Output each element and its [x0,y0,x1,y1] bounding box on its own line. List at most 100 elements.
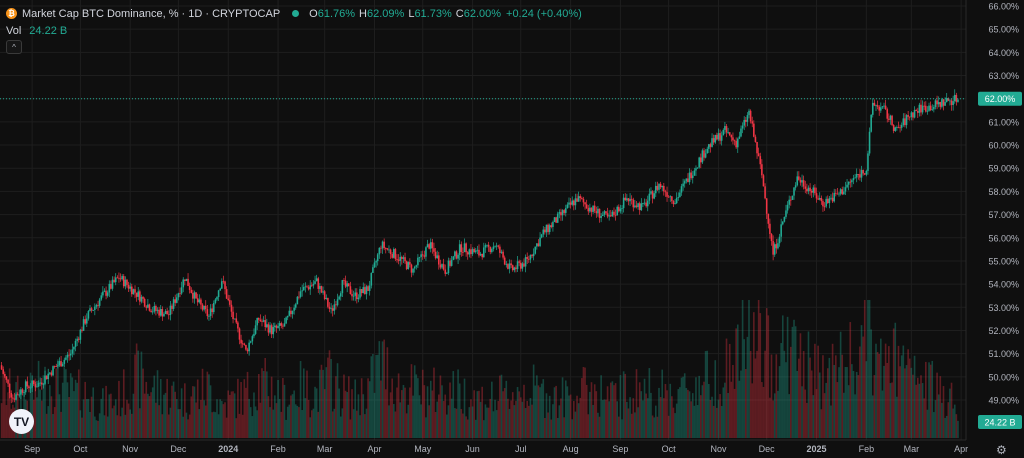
candle-body [129,286,131,289]
collapse-legend-button[interactable]: ^ [6,40,22,54]
volume-bar [142,368,144,438]
volume-bar [691,393,694,438]
volume-bar [158,405,160,438]
candle-body [807,187,810,192]
volume-bar [222,404,225,438]
candle-body [865,170,868,175]
y-tick-label: 51.00% [988,349,1019,359]
volume-bar [754,358,757,438]
candle-body [425,247,427,257]
candle-body [237,322,239,329]
candle-body [921,105,924,113]
candle-body [465,243,467,253]
volume-bar [237,378,239,438]
candle-body [478,249,480,256]
volume-bar [757,300,760,438]
volume-bar [539,387,541,438]
volume-bar [359,415,361,438]
volume-bar [307,399,310,438]
gear-icon[interactable]: ⚙ [996,443,1007,457]
volume-bar [765,308,768,438]
tradingview-logo[interactable]: TV [9,409,34,434]
volume-bar [672,407,675,438]
candle-body [278,323,281,327]
candle-body [127,284,130,289]
volume-bar [417,378,419,438]
candle-body [307,287,310,290]
candle-body [121,276,123,280]
volume-bar [97,420,99,438]
candle-body [955,94,958,102]
market-status-dot-icon[interactable] [292,10,300,17]
volume-bar [249,407,252,438]
volume-bar [29,372,32,438]
candle-body [114,277,117,283]
candle-body [566,204,569,209]
volume-bar [603,399,606,438]
volume-bar [426,386,429,438]
x-tick-label: 2024 [218,444,238,454]
candle-body [380,247,382,249]
volume-bar [735,328,737,438]
candle-body [544,229,546,233]
volume-bar [415,374,418,438]
candle-body [732,137,734,141]
candle-body [688,172,691,183]
candle-body [143,298,146,307]
candle-body [621,208,623,209]
volume-bar [187,419,189,438]
candle-body [450,259,453,266]
volume-bar [335,376,337,438]
symbol-title[interactable]: Market Cap BTC Dominance, % · 1D · CRYPT… [22,7,281,20]
candle-body [10,392,13,398]
candle-body [84,319,86,324]
candle-body [277,326,279,329]
volume-bar [618,416,620,438]
candle-body [812,187,815,193]
x-tick-label: Feb [270,444,286,454]
volume-label[interactable]: Vol [6,24,22,37]
volume-bar [437,394,440,438]
volume-bar [720,406,723,438]
candle-body [290,310,292,315]
x-tick-label: Dec [759,444,776,454]
candle-body [619,208,622,212]
candle-body [274,325,276,328]
candle-body [92,309,95,311]
volume-bar [884,343,887,438]
candle-body [513,267,516,271]
candle-body [634,205,636,208]
candle-body [111,279,114,289]
volume-bar [296,405,299,438]
candle-body [323,291,326,299]
volume-bar [114,399,117,438]
candle-body [585,204,588,209]
volume-bar [229,394,231,438]
volume-bar [937,394,940,438]
volume-bar [124,414,127,438]
candle-body [89,308,91,312]
candle-body [759,156,762,165]
volume-bar [36,397,38,438]
volume-bar [150,392,152,438]
volume-bar [322,369,324,438]
volume-bar [645,393,647,438]
volume-bar [510,400,512,438]
volume-bar [724,382,726,438]
candle-body [640,203,643,211]
candle-body [908,116,911,118]
volume-bar [452,371,455,438]
volume-bar [573,401,575,438]
candle-body [357,297,360,300]
candle-body [579,196,582,199]
volume-bar [131,413,133,438]
volume-bar [569,394,572,438]
volume-bar [317,411,320,438]
volume-bar [934,400,937,438]
volume-bar [159,379,162,438]
volume-bar [347,376,350,438]
volume-bar [148,396,151,438]
candle-body [957,99,959,102]
volume-bar [89,411,91,438]
